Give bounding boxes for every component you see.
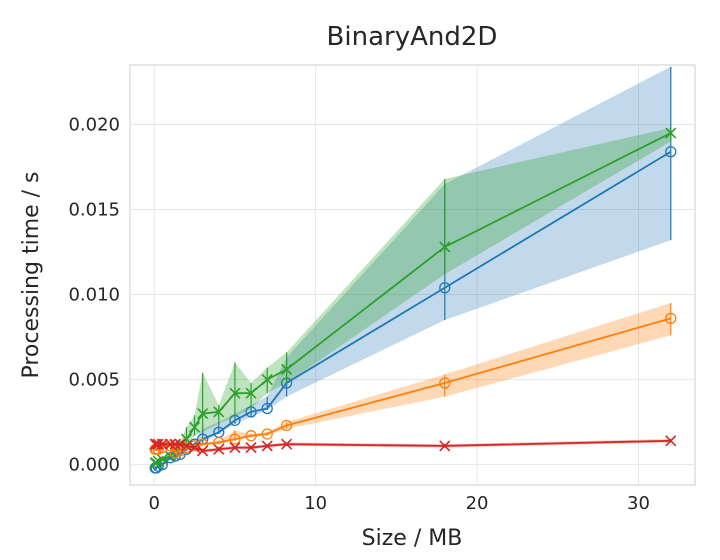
y-tick: 0.010 [68,285,120,306]
y-axis-label: Processing time / s [19,171,44,378]
x-tick: 10 [304,493,327,514]
series-group [150,67,676,473]
x-tick: 0 [148,493,159,514]
y-tick: 0.015 [68,200,120,221]
y-tick-labels: 0.000 0.005 0.010 0.015 0.020 [68,115,120,476]
x-tick: 20 [466,493,489,514]
chart-title: BinaryAnd2D [327,22,498,52]
x-axis-label: Size / MB [362,526,463,551]
x-tick-labels: 0 10 20 30 [148,493,649,514]
y-tick: 0.005 [68,370,120,391]
x-tick: 30 [627,493,650,514]
chart-svg: BinaryAnd2D 0 10 20 30 0.000 0.005 0.010 0.015… [0,0,720,560]
y-tick: 0.000 [68,455,120,476]
y-tick: 0.020 [68,115,120,136]
